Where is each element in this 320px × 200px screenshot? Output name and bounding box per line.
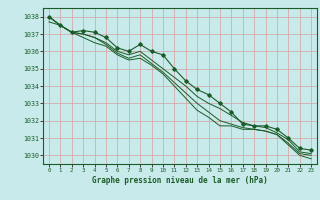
X-axis label: Graphe pression niveau de la mer (hPa): Graphe pression niveau de la mer (hPa) xyxy=(92,176,268,185)
